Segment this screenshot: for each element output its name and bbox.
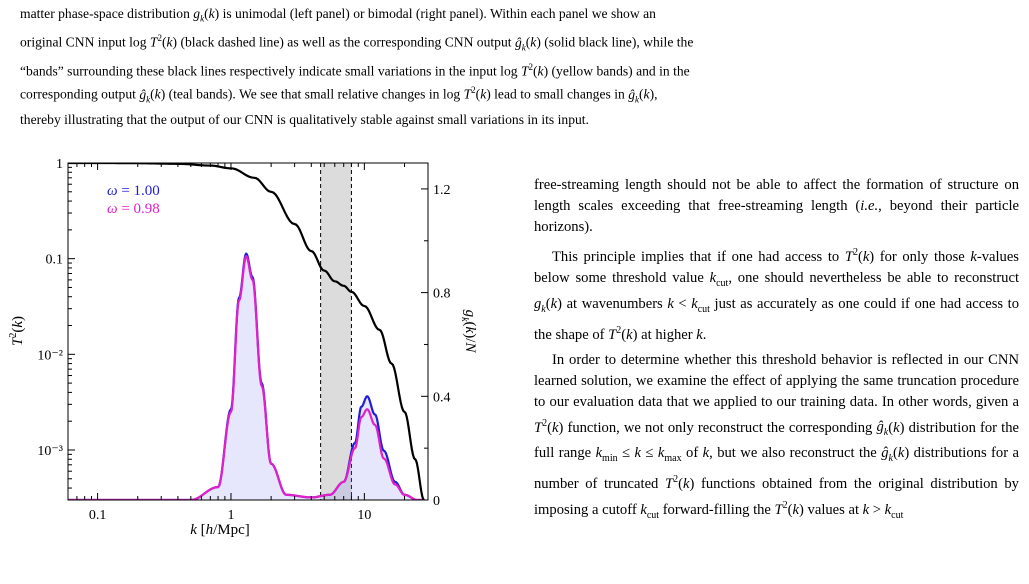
legend-omega-098: ω = 0.98 [107,201,160,217]
caption-line-5: thereby illustrating that the output of … [20,111,589,127]
caption-line-1: matter phase-space distribution gk(k) is… [20,6,656,24]
y-right-tick-label: 0.4 [433,390,451,405]
y-right-tick-label: 0 [433,494,440,509]
figure-caption: matter phase-space distribution gk(k) is… [20,4,1010,129]
y-left-tick-label: 0.1 [46,253,64,268]
caption-line-4: corresponding output ĝk(k) (teal bands).… [20,85,658,105]
caption-line-2: original CNN input log T2(k) (black dash… [20,33,694,53]
caption-line-3: “bands” surrounding these black lines re… [20,61,690,79]
y-right-tick-label: 0.8 [433,287,451,302]
y-left-tick-label: 1 [56,157,63,172]
cutoff-shaded-band [320,163,352,500]
transfer-function-line [68,163,425,500]
y-left-tick-label: 10⁻³ [37,444,63,459]
y-right-tick-label: 1.2 [433,183,451,198]
y-left-tick-label: 10⁻² [37,348,63,363]
legend-omega-1: ω = 1.00 [107,183,160,199]
axes: 0.1 1 10 1 0.1 10⁻² 10⁻³ 0 0.4 0.8 1.2 [37,157,450,523]
x-tick-label: 1 [227,508,234,523]
x-tick-label: 0.1 [89,508,107,523]
series-line-1 [68,254,424,500]
paragraph-1: free-streaming length should not be able… [534,177,1019,235]
plot-area [68,163,425,500]
plot-frame [67,162,429,501]
paragraph-3: In order to determine whether this thres… [534,351,1019,521]
y-left-axis-label: T2(k) [8,316,26,346]
body-text: free-streaming length should not be able… [534,175,1019,530]
figure: 0.1 1 10 1 0.1 10⁻² 10⁻³ 0 0.4 0.8 1.2 k [h/Mpc] T… [0,140,520,580]
paragraph-2: This principle implies that if one had a… [534,247,1020,343]
chart-svg: 0.1 1 10 1 0.1 10⁻² 10⁻³ 0 0.4 0.8 1.2 k [h/Mpc] T… [8,157,478,538]
distribution-fill [68,253,425,500]
x-tick-label: 10 [357,508,371,523]
y-right-axis-label: gk(k)/N [459,310,478,354]
x-axis-label: k [h/Mpc] [190,522,250,538]
legend: ω = 1.00 ω = 0.98 [107,183,160,217]
